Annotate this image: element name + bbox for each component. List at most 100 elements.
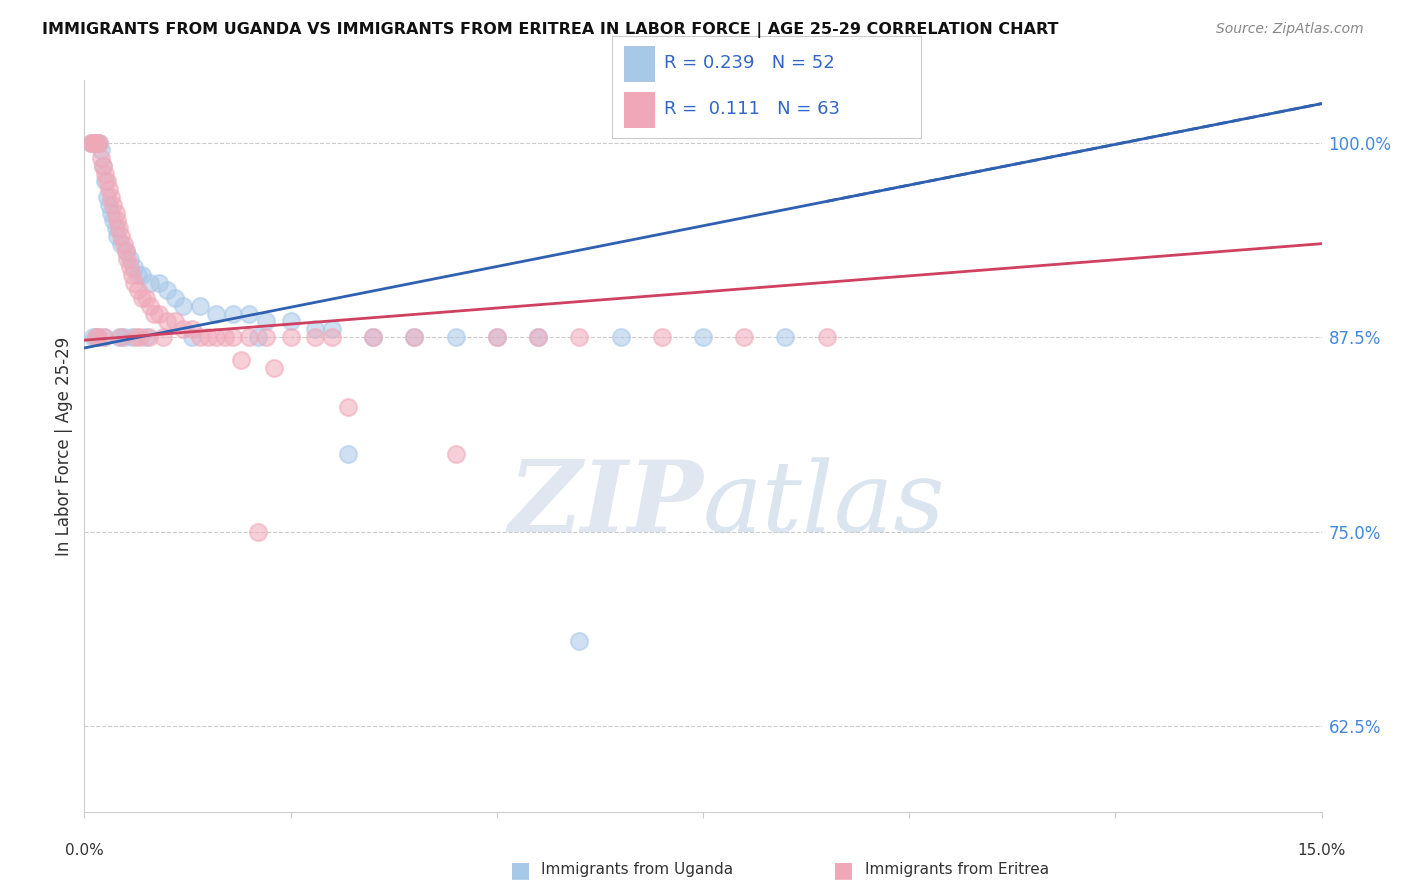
Point [127,268,149,282]
Point [118,252,141,267]
Bar [624,92,655,128]
Point [98,198,121,212]
Point [83,136,105,150]
Point [90,151,112,165]
Point [188,299,211,313]
Point [139,299,162,313]
Bar [624,45,655,82]
Point [138,330,160,344]
Point [94,174,117,188]
Point [361,330,384,344]
Point [263,361,285,376]
Point [121,330,143,344]
Point [775,330,797,344]
Point [337,400,360,414]
Y-axis label: In Labor Force | Age 25-29: In Labor Force | Age 25-29 [55,336,73,556]
Point [404,330,426,344]
Point [118,260,141,274]
Point [127,284,149,298]
Point [238,330,260,344]
Point [89,136,111,150]
Point [337,447,360,461]
Point [815,330,838,344]
Point [105,228,128,243]
Point [527,330,550,344]
Text: Immigrants from Uganda: Immigrants from Uganda [541,863,734,877]
Text: 15.0%: 15.0% [1298,843,1346,858]
Point [222,330,245,344]
Point [83,136,105,150]
Point [131,268,153,282]
Point [108,330,131,344]
Point [100,205,122,219]
Point [568,330,591,344]
Point [651,330,673,344]
Point [103,198,125,212]
Point [205,307,228,321]
Point [229,353,252,368]
Text: ■: ■ [834,860,853,880]
Point [609,330,631,344]
Point [96,174,118,188]
Point [527,330,550,344]
Point [122,260,145,274]
Point [93,330,115,344]
Text: R =  0.111   N = 63: R = 0.111 N = 63 [664,100,841,118]
Point [82,136,104,150]
Text: ■: ■ [510,860,530,880]
Point [112,236,135,251]
Point [733,330,755,344]
Point [254,330,277,344]
Text: IMMIGRANTS FROM UGANDA VS IMMIGRANTS FROM ERITREA IN LABOR FORCE | AGE 25-29 COR: IMMIGRANTS FROM UGANDA VS IMMIGRANTS FRO… [42,22,1059,38]
Point [91,159,114,173]
Point [205,330,228,344]
Point [82,330,104,344]
Point [180,330,202,344]
Point [135,330,157,344]
Text: 0.0%: 0.0% [65,843,104,858]
Point [156,284,179,298]
Point [91,159,114,173]
Point [148,276,170,290]
Point [112,330,135,344]
Point [114,244,136,259]
Point [135,291,157,305]
Point [165,291,187,305]
Point [568,633,591,648]
Point [122,276,145,290]
Point [80,136,103,150]
Point [104,221,127,235]
Point [121,268,143,282]
Point [246,330,269,344]
Point [117,252,139,267]
Point [98,182,121,196]
Point [280,330,302,344]
Point [321,322,343,336]
Text: Source: ZipAtlas.com: Source: ZipAtlas.com [1216,22,1364,37]
Point [321,330,343,344]
Point [124,330,146,344]
Text: Immigrants from Eritrea: Immigrants from Eritrea [865,863,1049,877]
Point [172,299,194,313]
Point [100,190,122,204]
Point [93,330,115,344]
Point [108,221,131,235]
Point [280,314,302,328]
Point [80,136,103,150]
Point [485,330,508,344]
Text: ZIP: ZIP [508,457,703,553]
Point [180,322,202,336]
Point [110,330,132,344]
Point [114,244,136,259]
Point [188,330,211,344]
Point [148,307,170,321]
Text: atlas: atlas [703,457,946,552]
Point [90,144,112,158]
Point [304,330,326,344]
Point [485,330,508,344]
Point [110,236,132,251]
Point [246,524,269,539]
Point [131,291,153,305]
Point [254,314,277,328]
Point [84,330,107,344]
